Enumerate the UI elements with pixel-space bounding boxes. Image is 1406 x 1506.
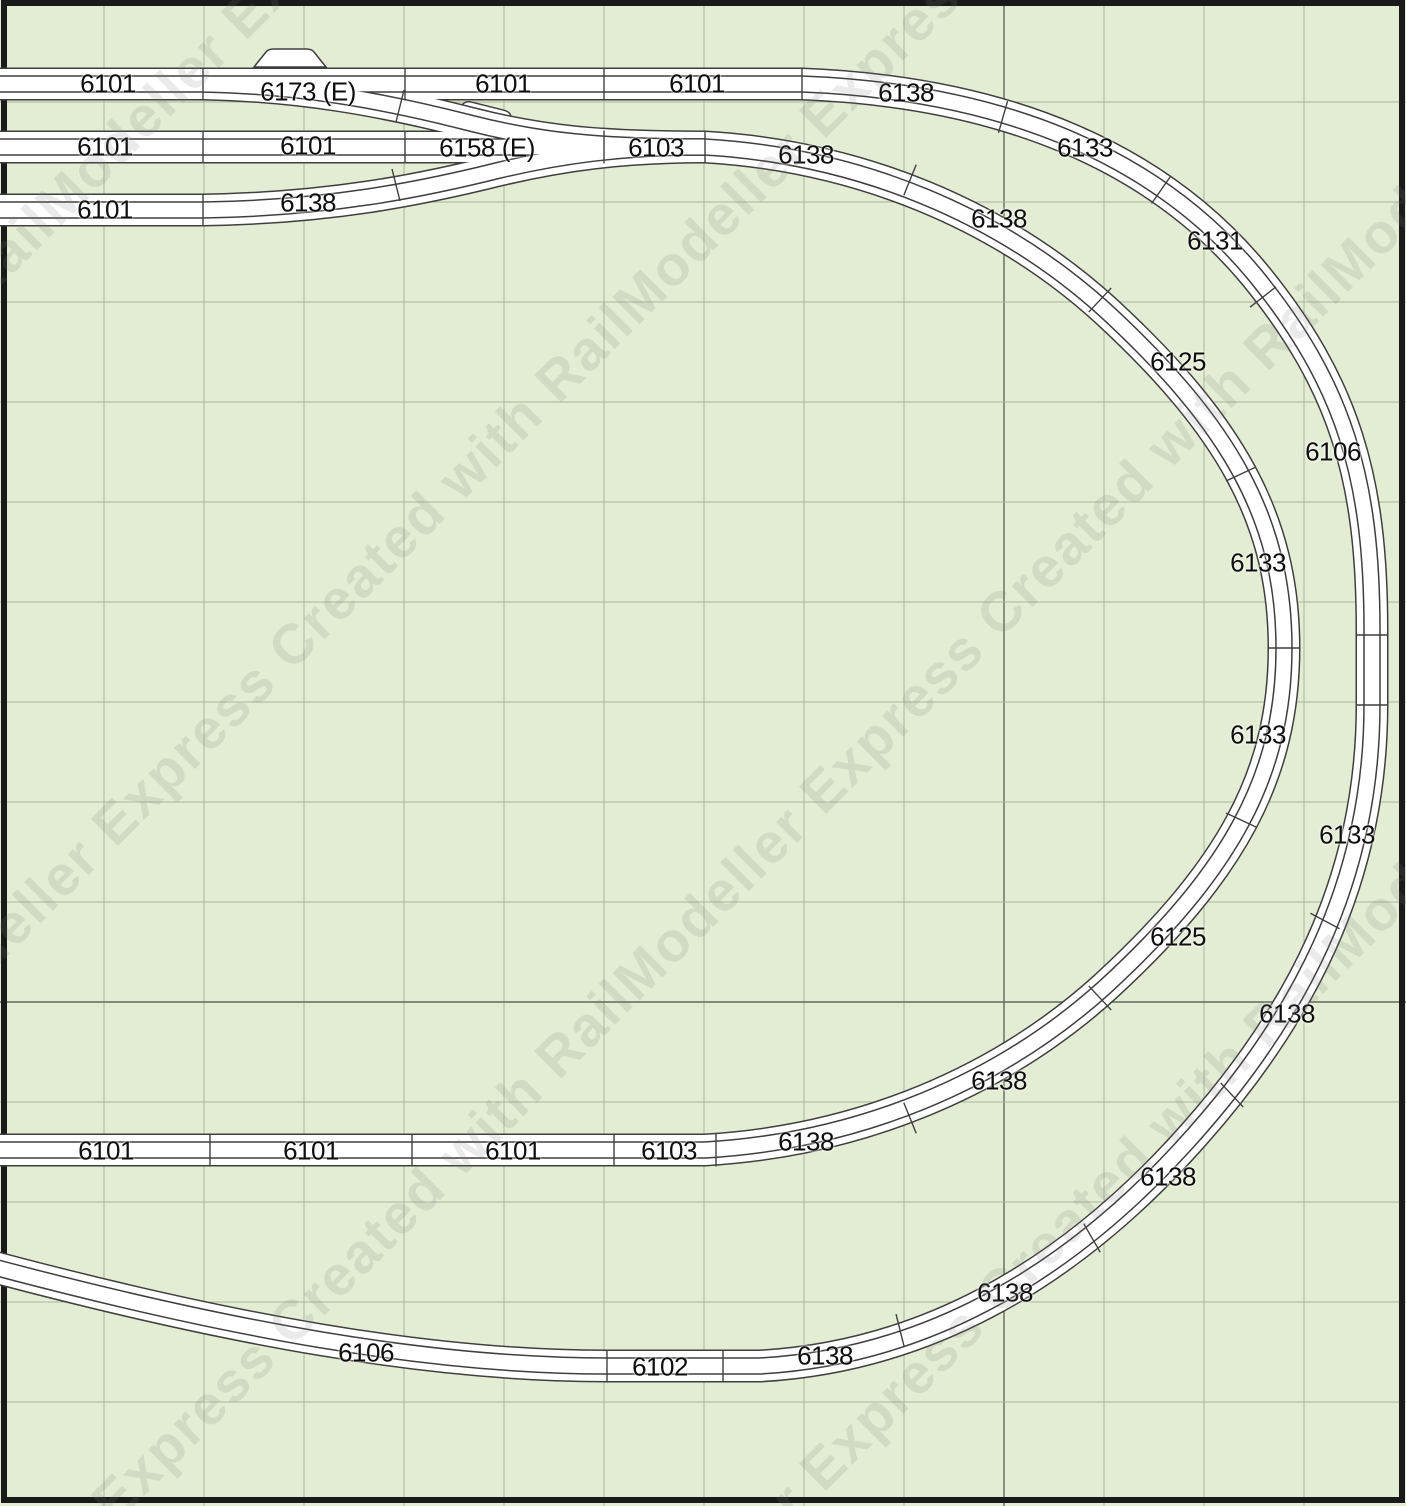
track-joints <box>202 67 1389 1383</box>
track-render-layer <box>0 67 1389 1383</box>
switch-motor-icon[interactable] <box>252 48 328 68</box>
